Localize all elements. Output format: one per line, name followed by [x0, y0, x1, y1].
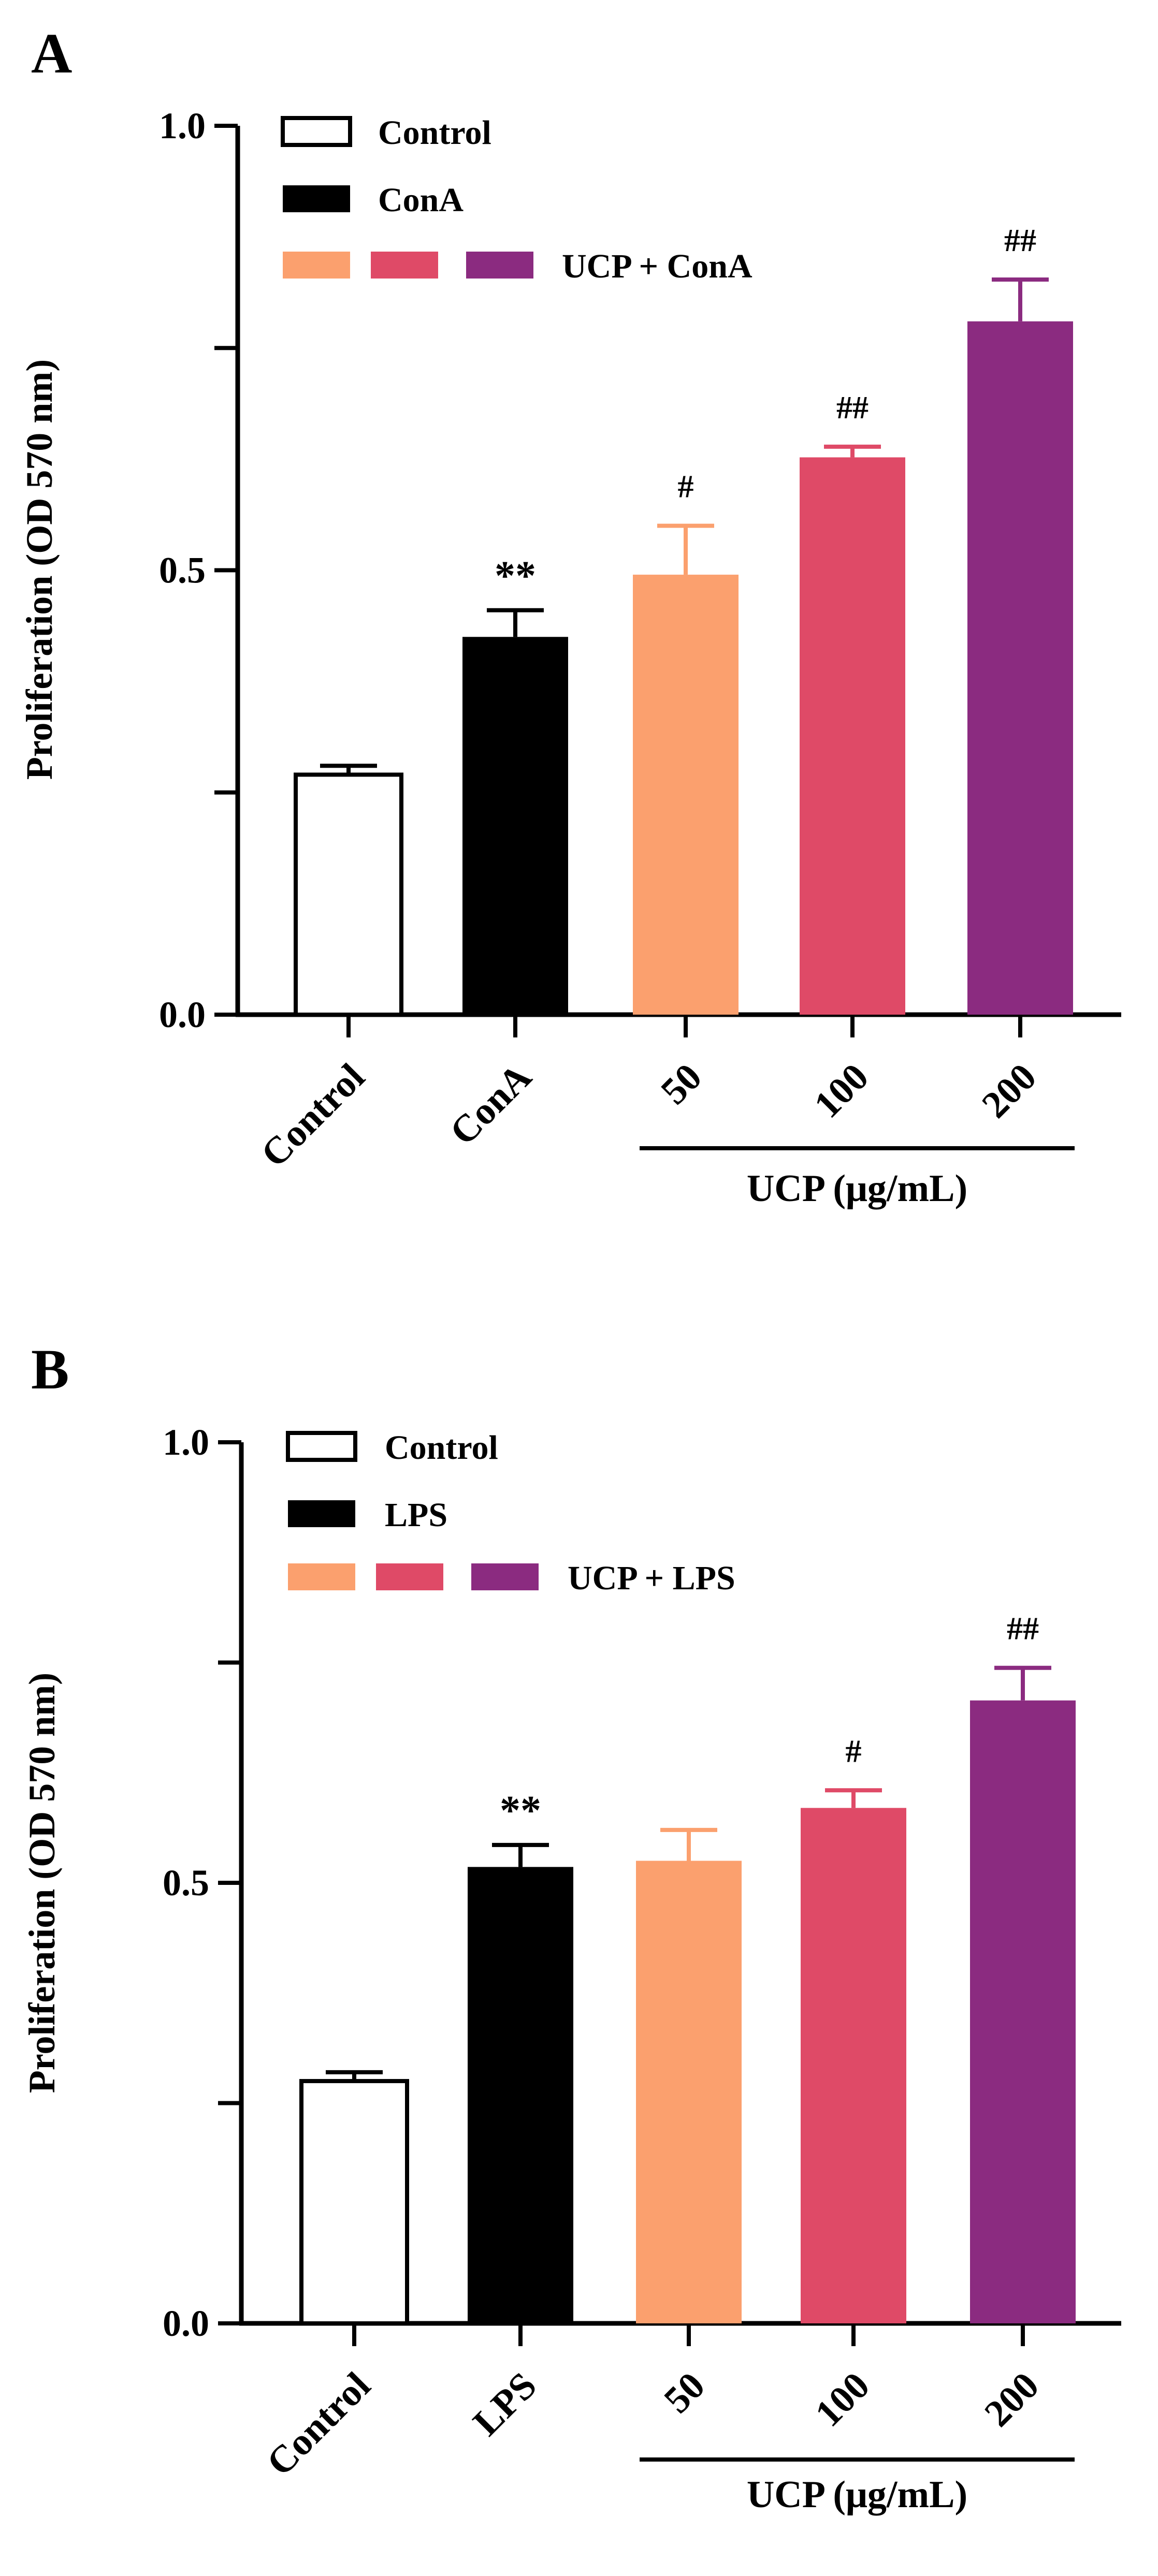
panel-b-legend-swatch-2-2 [471, 1563, 539, 1590]
panel-a-legend-label-1: ConA [378, 181, 464, 219]
panel-b-xtick-label-2: 50 [656, 2364, 713, 2421]
panel-a-bar-0 [294, 772, 403, 1017]
panel-a-bar-2 [633, 575, 739, 1015]
panel-b-xtick-label-0: Control [259, 2364, 379, 2484]
panel-a-ytick-label-4: 1.0 [159, 105, 206, 147]
panel-a-group-label: UCP (μg/mL) [747, 1167, 967, 1210]
panel-b-legend-label-0: Control [385, 1429, 498, 1467]
panel-a-label: A [31, 22, 72, 85]
panel-b-significance-1: ** [500, 1788, 541, 1834]
panel-b-legend-swatch-1-0 [288, 1500, 355, 1527]
panel-a-ytick-label-0: 0.0 [159, 994, 206, 1035]
panel-a-ytick-label-2: 0.5 [159, 550, 206, 591]
panel-a-xtick-label-4: 200 [974, 1056, 1045, 1126]
panel-b-ytick-label-4: 1.0 [163, 1422, 209, 1463]
panel-a-legend-label-2: UCP + ConA [562, 247, 752, 285]
panel-a-significance-1: ** [495, 553, 536, 599]
panel-a-bar-1 [462, 637, 568, 1015]
panel-b-label: B [31, 1338, 69, 1401]
panel-b-xtick-label-1: LPS [465, 2364, 545, 2444]
panel-a-xtick-label-0: Control [253, 1056, 373, 1175]
panel-b-xtick-label-3: 100 [807, 2364, 878, 2435]
panel-b-ytick-label-0: 0.0 [163, 2303, 209, 2344]
panel-b-legend-swatch-2-0 [288, 1563, 355, 1590]
panel-b-bar-3 [801, 1808, 906, 2323]
panel-a-legend-swatch-2-0 [283, 252, 350, 279]
panel-b-ylabel: Proliferation (OD 570 nm) [21, 1673, 63, 2094]
panel-a-bar-4 [967, 321, 1073, 1015]
panel-b-legend-swatch-0-0 [286, 1431, 357, 1462]
panel-a-legend-label-0: Control [378, 114, 491, 152]
panel-b-bar-4 [970, 1700, 1076, 2323]
panel-a-legend-swatch-0-0 [281, 116, 352, 147]
panel-b-legend-swatch-2-1 [376, 1563, 443, 1590]
panel-b-legend-label-1: LPS [385, 1496, 447, 1534]
panel-a-xtick-label-3: 100 [806, 1056, 877, 1126]
panel-b-xtick-label-4: 200 [977, 2364, 1047, 2435]
panel-a-ylabel: Proliferation (OD 570 nm) [19, 359, 60, 780]
panel-a-legend-swatch-1-0 [283, 185, 350, 212]
panel-a-significance-2: # [678, 470, 694, 505]
panel-a-xtick-label-1: ConA [442, 1056, 540, 1153]
panel-b-ytick-label-2: 0.5 [163, 1862, 209, 1904]
panel-a-significance-4: ## [1004, 223, 1036, 258]
panel-b-significance-4: ## [1007, 1612, 1039, 1647]
panel-a-legend-swatch-2-2 [466, 252, 533, 279]
panel-b-bar-0 [299, 2079, 409, 2325]
panel-b-legend-label-2: UCP + LPS [568, 1559, 735, 1597]
panel-b-significance-3: # [846, 1734, 862, 1769]
panel-a-significance-3: ## [836, 390, 868, 426]
panel-b-bar-2 [636, 1861, 742, 2323]
panel-b-group-label: UCP (μg/mL) [747, 2473, 967, 2516]
panel-a-bar-3 [800, 457, 905, 1015]
panel-b-bar-1 [468, 1867, 573, 2323]
panel-a-xtick-label-2: 50 [653, 1056, 710, 1113]
panel-a-legend-swatch-2-1 [371, 252, 438, 279]
